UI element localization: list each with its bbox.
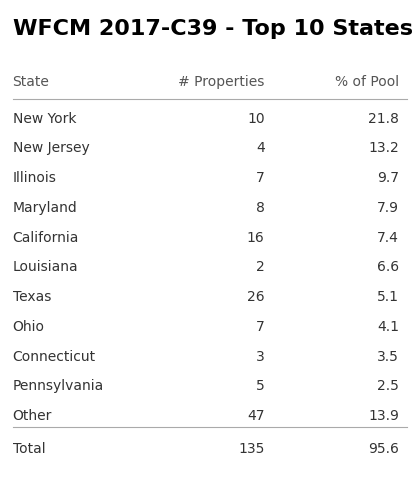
Text: 2.5: 2.5 <box>377 379 399 393</box>
Text: % of Pool: % of Pool <box>335 75 399 90</box>
Text: 7: 7 <box>256 320 265 334</box>
Text: 9.7: 9.7 <box>377 171 399 185</box>
Text: 135: 135 <box>238 442 265 456</box>
Text: Pennsylvania: Pennsylvania <box>13 379 104 393</box>
Text: Total: Total <box>13 442 45 456</box>
Text: 8: 8 <box>256 201 265 215</box>
Text: New York: New York <box>13 112 76 126</box>
Text: 95.6: 95.6 <box>368 442 399 456</box>
Text: 3: 3 <box>256 350 265 364</box>
Text: 7.4: 7.4 <box>377 231 399 244</box>
Text: # Properties: # Properties <box>178 75 265 90</box>
Text: 47: 47 <box>247 409 265 423</box>
Text: 7.9: 7.9 <box>377 201 399 215</box>
Text: 3.5: 3.5 <box>377 350 399 364</box>
Text: Maryland: Maryland <box>13 201 77 215</box>
Text: California: California <box>13 231 79 244</box>
Text: 13.9: 13.9 <box>368 409 399 423</box>
Text: 5: 5 <box>256 379 265 393</box>
Text: 10: 10 <box>247 112 265 126</box>
Text: Other: Other <box>13 409 52 423</box>
Text: 4: 4 <box>256 141 265 155</box>
Text: 7: 7 <box>256 171 265 185</box>
Text: 2: 2 <box>256 261 265 274</box>
Text: New Jersey: New Jersey <box>13 141 89 155</box>
Text: WFCM 2017-C39 - Top 10 States: WFCM 2017-C39 - Top 10 States <box>13 19 412 38</box>
Text: 4.1: 4.1 <box>377 320 399 334</box>
Text: 26: 26 <box>247 290 265 304</box>
Text: Illinois: Illinois <box>13 171 56 185</box>
Text: 6.6: 6.6 <box>377 261 399 274</box>
Text: Ohio: Ohio <box>13 320 45 334</box>
Text: 13.2: 13.2 <box>368 141 399 155</box>
Text: 21.8: 21.8 <box>368 112 399 126</box>
Text: Connecticut: Connecticut <box>13 350 96 364</box>
Text: Louisiana: Louisiana <box>13 261 78 274</box>
Text: State: State <box>13 75 50 90</box>
Text: 16: 16 <box>247 231 265 244</box>
Text: 5.1: 5.1 <box>377 290 399 304</box>
Text: Texas: Texas <box>13 290 51 304</box>
